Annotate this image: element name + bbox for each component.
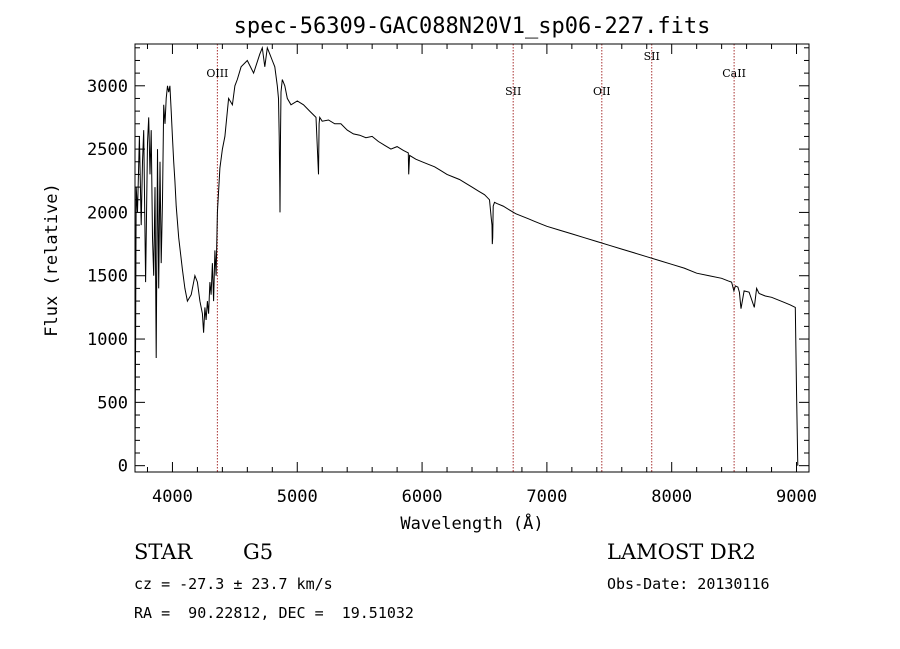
y-tick-label: 1000 (87, 330, 128, 350)
line-label-sii: SII (644, 50, 660, 63)
subclass-label: G5 (243, 540, 274, 564)
survey-label: LAMOST DR2 (607, 540, 756, 564)
chart-title: spec-56309-GAC088N20V1_sp06-227.fits (234, 14, 711, 39)
x-tick-label: 9000 (776, 487, 817, 507)
radec-label: RA = 90.22812, DEC = 19.51032 (134, 604, 414, 622)
y-tick-label: 500 (97, 393, 128, 413)
axis-ticks: 4000 5000 6000 7000 8000 9000 0 500 1000 1500 2000… (87, 44, 817, 507)
emission-line-markers: OIII SII OII SII CaII (206, 44, 746, 472)
x-axis-label: Wavelength (Å) (400, 512, 543, 534)
x-tick-label: 7000 (526, 487, 567, 507)
y-tick-label: 0 (118, 457, 128, 477)
y-tick-label: 2000 (87, 203, 128, 223)
line-label-caii: CaII (722, 67, 746, 80)
y-axis-label: Flux (relative) (42, 183, 62, 337)
obs-date-label: Obs-Date: 20130116 (607, 575, 770, 593)
x-tick-label: 8000 (651, 487, 692, 507)
y-tick-label: 3000 (87, 77, 128, 97)
line-label-oiii: OIII (206, 67, 228, 80)
x-tick-label: 5000 (277, 487, 318, 507)
x-tick-label: 6000 (402, 487, 443, 507)
y-tick-label: 1500 (87, 267, 128, 287)
line-label-sii: SII (505, 85, 521, 98)
redshift-label: cz = -27.3 ± 23.7 km/s (134, 575, 333, 593)
line-label-oii: OII (593, 85, 611, 98)
x-tick-label: 4000 (152, 487, 193, 507)
y-tick-label: 2500 (87, 140, 128, 160)
spectrum-line (134, 45, 799, 466)
plot-frame (134, 43, 810, 473)
classification-label: STAR (134, 540, 193, 564)
